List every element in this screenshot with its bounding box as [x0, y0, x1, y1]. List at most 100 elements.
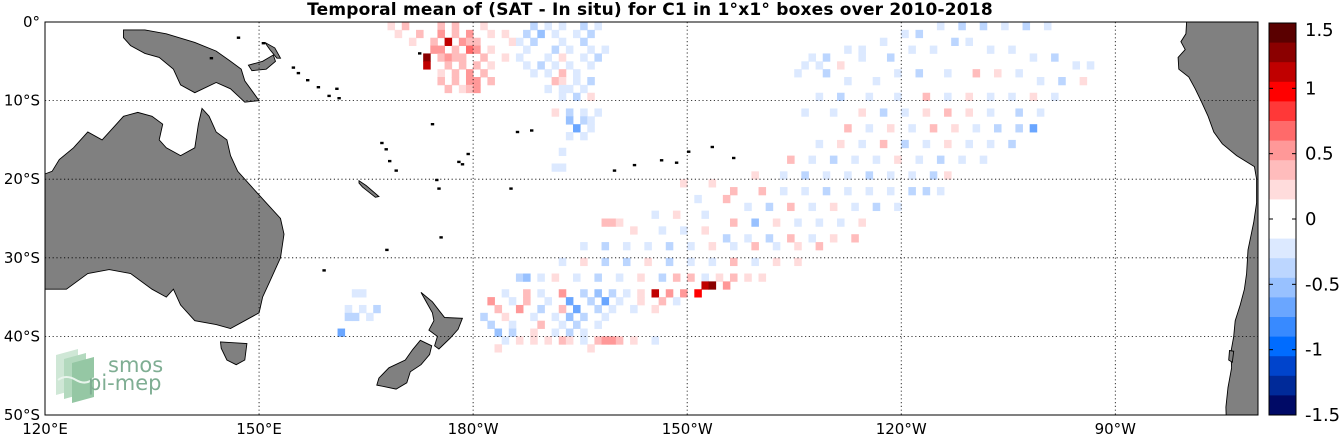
- island: [457, 160, 461, 164]
- heatmap-cell: [815, 61, 824, 70]
- heatmap-cell: [1001, 22, 1009, 31]
- heatmap-cell: [651, 336, 660, 345]
- heatmap-cell: [708, 281, 717, 290]
- lat-tick-label: 10°S: [4, 92, 40, 110]
- heatmap-cell: [822, 69, 831, 78]
- heatmap-cell: [822, 171, 831, 180]
- heatmap-cell: [872, 155, 881, 164]
- island: [261, 42, 266, 45]
- heatmap-cell: [573, 29, 581, 39]
- colorbar-swatch: [1269, 356, 1296, 377]
- heatmap-cell: [580, 37, 588, 46]
- heatmap-cell: [865, 171, 874, 180]
- colorbar-swatch: [1269, 160, 1296, 181]
- heatmap-cell: [473, 37, 481, 46]
- heatmap-cell: [1008, 139, 1016, 149]
- heatmap-cell: [965, 108, 973, 117]
- heatmap-cell: [751, 171, 759, 180]
- heatmap-cell: [1051, 92, 1059, 101]
- heatmap-cell: [530, 69, 538, 78]
- heatmap-cell: [1029, 124, 1038, 133]
- heatmap-cell: [558, 147, 567, 157]
- heatmap-cell: [844, 124, 852, 133]
- heatmap-cell: [580, 53, 588, 62]
- heatmap-cell: [722, 234, 731, 243]
- heatmap-cell: [465, 77, 474, 86]
- heatmap-cell: [772, 242, 781, 251]
- heatmap-cell: [1036, 108, 1045, 117]
- heatmap-cell: [558, 257, 567, 267]
- heatmap-cell: [558, 336, 567, 345]
- heatmap-cell: [672, 273, 681, 282]
- heatmap-cell: [437, 29, 445, 39]
- heatmap-cell: [473, 45, 481, 54]
- heatmap-cell: [858, 139, 866, 149]
- heatmap-cell: [465, 69, 474, 78]
- heatmap-cell: [801, 61, 809, 70]
- colorbar-tick-label: 0.5: [1305, 144, 1334, 165]
- heatmap-cell: [858, 53, 866, 62]
- heatmap-cell: [494, 304, 503, 314]
- heatmap-cell: [437, 69, 445, 78]
- heatmap-cell: [708, 242, 717, 251]
- heatmap-cell: [808, 53, 817, 62]
- heatmap-cell: [530, 312, 538, 322]
- heatmap-cell: [894, 92, 902, 101]
- lon-tick-label: 150°W: [662, 420, 713, 436]
- heatmap-cell: [615, 297, 624, 306]
- land-new-britain: [247, 54, 277, 72]
- heatmap-cell: [615, 273, 624, 282]
- heatmap-cell: [872, 202, 881, 212]
- heatmap-cell: [444, 61, 453, 70]
- heatmap-cell: [1079, 77, 1088, 86]
- island: [687, 150, 691, 153]
- heatmap-cell: [565, 336, 574, 345]
- heatmap-cell: [558, 22, 567, 31]
- heatmap-cell: [936, 187, 945, 196]
- heatmap-cell: [444, 84, 453, 94]
- land-masses: [45, 22, 1258, 415]
- heatmap-cell: [608, 289, 617, 298]
- island: [515, 130, 520, 134]
- heatmap-cell: [587, 29, 595, 39]
- heatmap-cell: [594, 289, 602, 298]
- heatmap-cell: [544, 297, 553, 306]
- heatmap-cell: [1029, 92, 1038, 101]
- heatmap-cell: [865, 124, 874, 133]
- heatmap-cell: [794, 242, 802, 251]
- heatmap-cell: [965, 37, 973, 46]
- heatmap-cell: [808, 202, 817, 212]
- lon-tick-label: 120°E: [22, 420, 68, 436]
- heatmap-cell: [1086, 61, 1095, 70]
- heatmap-cell: [451, 22, 460, 31]
- heatmap-cell: [580, 108, 588, 117]
- heatmap-cell: [879, 108, 888, 117]
- heatmap-cell: [444, 37, 453, 46]
- heatmap-cell: [658, 273, 667, 282]
- heatmap-cell: [558, 69, 567, 78]
- heatmap-cell: [965, 92, 973, 101]
- heatmap-cell: [787, 155, 795, 164]
- heatmap-cell: [501, 336, 510, 345]
- heatmap-cell: [580, 132, 588, 141]
- heatmap-cell: [494, 328, 503, 337]
- heatmap-cell: [872, 77, 881, 86]
- heatmap-cell: [580, 328, 588, 337]
- land-new-ireland: [264, 42, 282, 59]
- heatmap-cell: [729, 257, 738, 267]
- heatmap-cell: [637, 289, 645, 298]
- heatmap-cell: [580, 312, 588, 322]
- island: [632, 163, 637, 167]
- heatmap-cell: [680, 179, 688, 188]
- heatmap-cell: [537, 320, 545, 329]
- heatmap-cell: [1036, 77, 1045, 86]
- heatmap-cell: [644, 257, 652, 267]
- heatmap-cell: [944, 171, 952, 180]
- heatmap-cells: [337, 22, 1095, 353]
- heatmap-cell: [915, 69, 924, 78]
- heatmap-cell: [594, 108, 602, 117]
- colorbar-tick-label: -1: [1305, 340, 1323, 361]
- heatmap-cell: [573, 320, 581, 329]
- heatmap-cell: [537, 289, 545, 298]
- heatmap-cell: [594, 320, 602, 329]
